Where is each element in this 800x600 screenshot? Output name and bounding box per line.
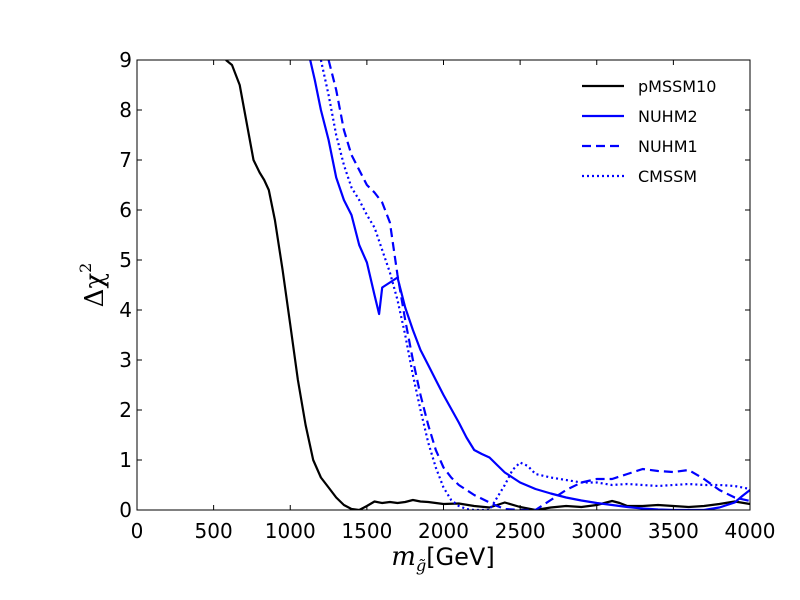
y-tick-label: 6	[119, 198, 132, 222]
x-tick-label: 3500	[648, 519, 699, 543]
series-line-pmssm10	[225, 60, 750, 510]
x-tick-label: 3000	[571, 519, 622, 543]
series-line-nuhm1	[327, 60, 750, 510]
y-axis-label-superscript: 2	[76, 263, 95, 273]
y-tick-label: 5	[119, 248, 132, 272]
series-line-nuhm2	[309, 60, 750, 510]
y-tick-label: 3	[119, 348, 132, 372]
series-layer	[225, 60, 750, 510]
y-axis-label: Δχ2	[76, 263, 110, 308]
y-tick-label: 4	[119, 298, 132, 322]
x-axis-label-main: m	[391, 542, 416, 572]
legend: pMSSM10 NUHM2 NUHM1 CMSSM	[582, 77, 716, 186]
x-tick-label: 2500	[495, 519, 546, 543]
x-axis-label-unit: [GeV]	[426, 543, 495, 571]
ticks-layer: 0 500 1000 1500 2000 2500 3000 3500 4000 0 1 2 3 4 5 6 7…	[119, 48, 775, 543]
x-tick-label: 2000	[418, 519, 469, 543]
x-tick-label: 1000	[265, 519, 316, 543]
x-tick-label: 4000	[725, 519, 776, 543]
plot-area	[137, 60, 750, 510]
y-axis-label-main: Δχ	[80, 273, 110, 308]
y-tick-label: 2	[119, 398, 132, 422]
y-tick-label: 0	[119, 498, 132, 522]
x-tick-label: 1500	[341, 519, 392, 543]
legend-label-cmssm: CMSSM	[638, 167, 697, 186]
legend-label-nuhm2: NUHM2	[638, 107, 698, 126]
y-tick-label: 9	[119, 48, 132, 72]
x-tick-label: 500	[195, 519, 233, 543]
legend-label-nuhm1: NUHM1	[638, 137, 698, 156]
y-tick-label: 7	[119, 148, 132, 172]
legend-label-pmssm10: pMSSM10	[638, 77, 716, 96]
y-tick-label: 1	[119, 448, 132, 472]
x-axis-label-subscript: g̃	[416, 556, 426, 575]
x-tick-label: 0	[131, 519, 144, 543]
x-axis-label: mg̃[GeV]	[391, 542, 494, 575]
y-tick-label: 8	[119, 98, 132, 122]
